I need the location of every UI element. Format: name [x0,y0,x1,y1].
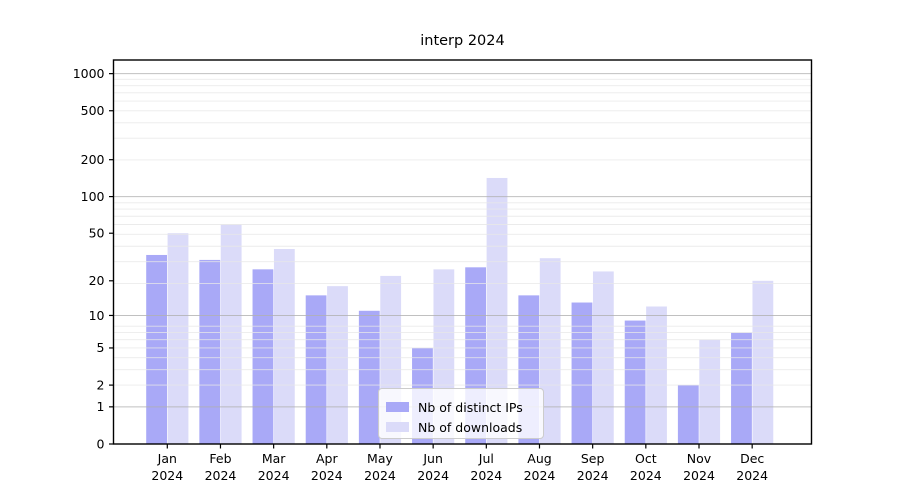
y-tick-label: 500 [81,103,105,118]
x-tick-label-year: 2024 [524,468,556,483]
x-tick-label-year: 2024 [470,468,502,483]
y-tick-label: 5 [97,340,105,355]
bar-downloads-nov [699,339,721,444]
bar-ips-sep [571,302,593,444]
legend-swatch-downloads [386,422,409,432]
x-tick-label-year: 2024 [151,468,183,483]
bar-ips-oct [624,320,646,444]
y-tick-label: 1 [97,399,105,414]
bar-downloads-jan [167,233,189,444]
y-tick-label: 0 [97,436,105,451]
axes-spines [112,59,813,445]
x-tick-label-month: Mar [262,451,286,466]
legend-label-distinct-ips: Nb of distinct IPs [418,399,523,415]
x-tick-label-month: Apr [316,451,338,466]
bar-downloads-mar [273,248,295,444]
bar-ips-nov [677,385,699,444]
bar-ips-dec [731,332,752,444]
x-tick-label-month: Feb [209,451,231,466]
bar-downloads-dec [752,280,774,444]
bar-downloads-jul [486,177,508,444]
x-tick-label-year: 2024 [364,468,396,483]
legend-entry-distinct-ips: Nb of distinct IPs [386,397,533,417]
x-tick-label-year: 2024 [577,468,609,483]
x-tick-label-month: Jan [157,451,177,466]
bar-downloads-aug [539,258,561,444]
legend-label-downloads: Nb of downloads [418,419,523,435]
x-tick-label-month: Jul [478,451,494,466]
y-tick-label: 1000 [73,66,105,81]
legend: Nb of distinct IPs Nb of downloads [378,388,544,439]
x-tick-label-year: 2024 [205,468,237,483]
legend-swatch-distinct-ips [386,402,409,412]
bar-downloads-oct [646,306,667,444]
x-tick-label-month: Jun [422,451,443,466]
x-tick-label-year: 2024 [311,468,343,483]
x-tick-label-month: Aug [527,451,551,466]
y-tick-label: 200 [81,152,105,167]
x-tick-label-month: Dec [740,451,764,466]
legend-entry-downloads: Nb of downloads [386,417,533,437]
bar-ips-mar [252,269,274,444]
y-tick-label: 10 [89,308,105,323]
bar-ips-jan [146,254,167,444]
bar-downloads-feb [220,224,242,444]
y-tick-label: 50 [89,226,105,241]
x-tick-label-year: 2024 [630,468,662,483]
bar-ips-feb [199,259,221,444]
x-tick-label-year: 2024 [683,468,715,483]
bar-downloads-apr [327,286,348,444]
x-tick-label-month: Sep [581,451,605,466]
y-tick-label: 100 [81,189,105,204]
x-tick-label-month: Nov [687,451,712,466]
bar-ips-may [358,310,380,444]
y-tick-label: 2 [97,377,105,392]
x-tick-label-year: 2024 [736,468,768,483]
y-tick-label: 20 [89,273,105,288]
x-tick-label-month: Oct [635,451,657,466]
x-tick-label-year: 2024 [417,468,449,483]
x-tick-label-month: May [367,451,393,466]
chart-title: interp 2024 [420,33,505,49]
x-tick-label-year: 2024 [258,468,290,483]
